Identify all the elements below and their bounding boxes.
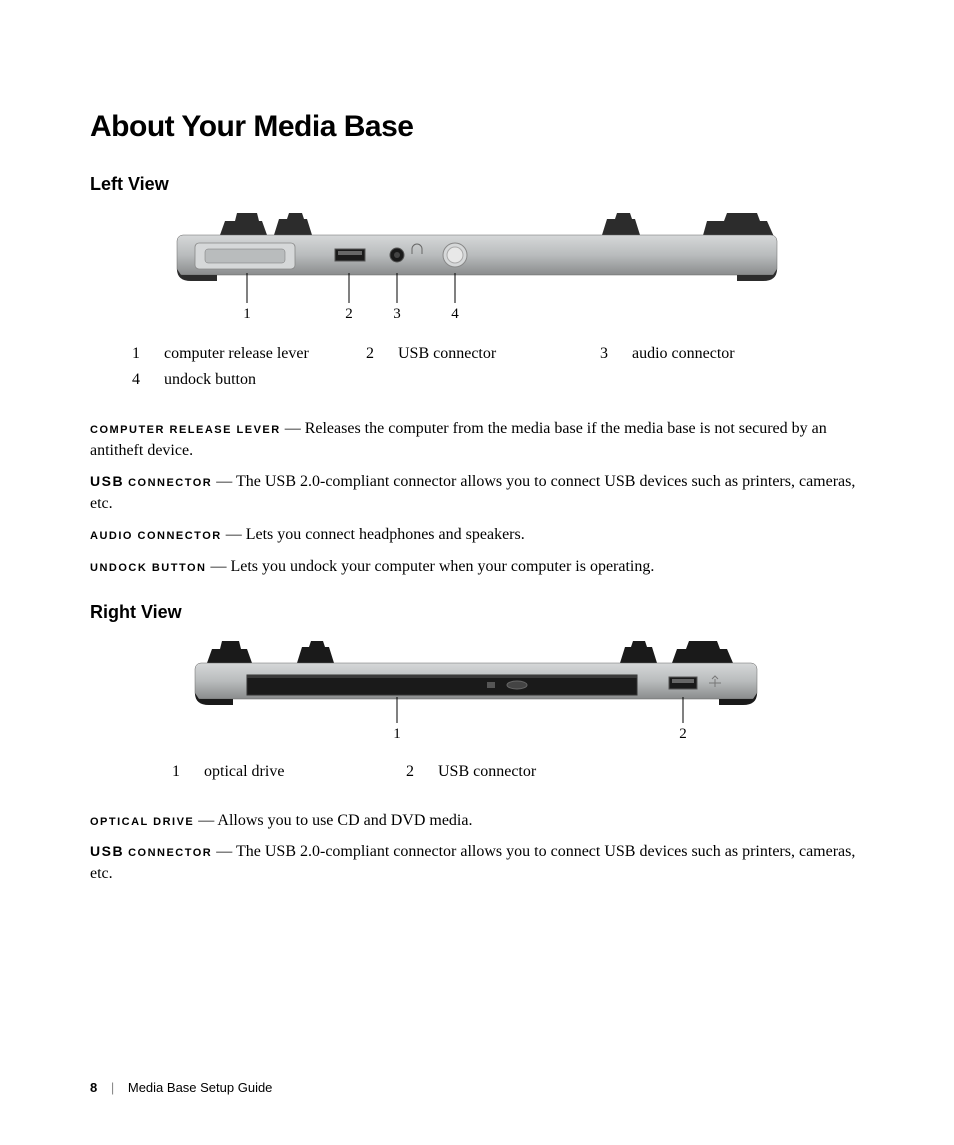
def-item: USB CONNECTOR — The USB 2.0-compliant co… <box>90 841 864 884</box>
right-view-definitions: OPTICAL DRIVE — Allows you to use CD and… <box>90 810 864 885</box>
def-term: AUDIO CONNECTOR <box>90 530 222 542</box>
svg-text:2: 2 <box>345 306 353 322</box>
left-view-figure: 1 2 3 4 <box>90 213 864 328</box>
def-desc: Lets you undock your computer when your … <box>230 558 654 575</box>
legend-label: audio connector <box>632 342 832 366</box>
def-desc: Allows you to use CD and DVD media. <box>217 812 472 829</box>
svg-text:4: 4 <box>451 306 459 322</box>
left-view-device-svg: 1 2 3 4 <box>167 213 787 323</box>
left-view-heading: Left View <box>90 174 864 195</box>
def-item: OPTICAL DRIVE — Allows you to use CD and… <box>90 810 864 832</box>
def-term: USB <box>90 473 124 489</box>
legend-num: 4 <box>132 368 162 392</box>
def-item: UNDOCK BUTTON — Lets you undock your com… <box>90 556 864 578</box>
left-view-legend: 1 computer release lever 2 USB connector… <box>130 340 834 394</box>
footer-page-number: 8 <box>90 1080 97 1095</box>
def-item: USB CONNECTOR — The USB 2.0-compliant co… <box>90 471 864 514</box>
page-footer: 8 | Media Base Setup Guide <box>90 1080 272 1095</box>
page-title: About Your Media Base <box>90 110 864 144</box>
def-item: COMPUTER RELEASE LEVER — Releases the co… <box>90 418 864 461</box>
svg-text:1: 1 <box>393 726 401 741</box>
def-term: CONNECTOR <box>128 477 212 489</box>
def-term: UNDOCK BUTTON <box>90 562 206 574</box>
legend-num: 2 <box>366 342 396 366</box>
def-term: OPTICAL DRIVE <box>90 816 194 828</box>
def-desc: Lets you connect headphones and speakers… <box>246 526 525 543</box>
right-view-legend: 1 optical drive 2 USB connector <box>170 758 640 786</box>
svg-text:3: 3 <box>393 306 401 322</box>
def-item: AUDIO CONNECTOR — Lets you connect headp… <box>90 524 864 546</box>
legend-label: USB connector <box>398 342 598 366</box>
def-term: COMPUTER RELEASE LEVER <box>90 424 281 436</box>
right-view-figure: 12 <box>90 641 864 746</box>
legend-num: 2 <box>406 760 436 784</box>
right-view-device-svg: 12 <box>187 641 767 741</box>
right-view-heading: Right View <box>90 602 864 623</box>
legend-num: 3 <box>600 342 630 366</box>
legend-label: optical drive <box>204 760 404 784</box>
def-term: USB <box>90 843 124 859</box>
legend-label: USB connector <box>438 760 638 784</box>
def-term: CONNECTOR <box>128 847 212 859</box>
svg-text:2: 2 <box>679 726 687 741</box>
legend-num: 1 <box>172 760 202 784</box>
footer-separator: | <box>111 1080 114 1095</box>
legend-num: 1 <box>132 342 162 366</box>
svg-text:1: 1 <box>243 306 251 322</box>
legend-label: undock button <box>164 368 364 392</box>
legend-label: computer release lever <box>164 342 364 366</box>
footer-title: Media Base Setup Guide <box>128 1080 273 1095</box>
left-view-definitions: COMPUTER RELEASE LEVER — Releases the co… <box>90 418 864 578</box>
